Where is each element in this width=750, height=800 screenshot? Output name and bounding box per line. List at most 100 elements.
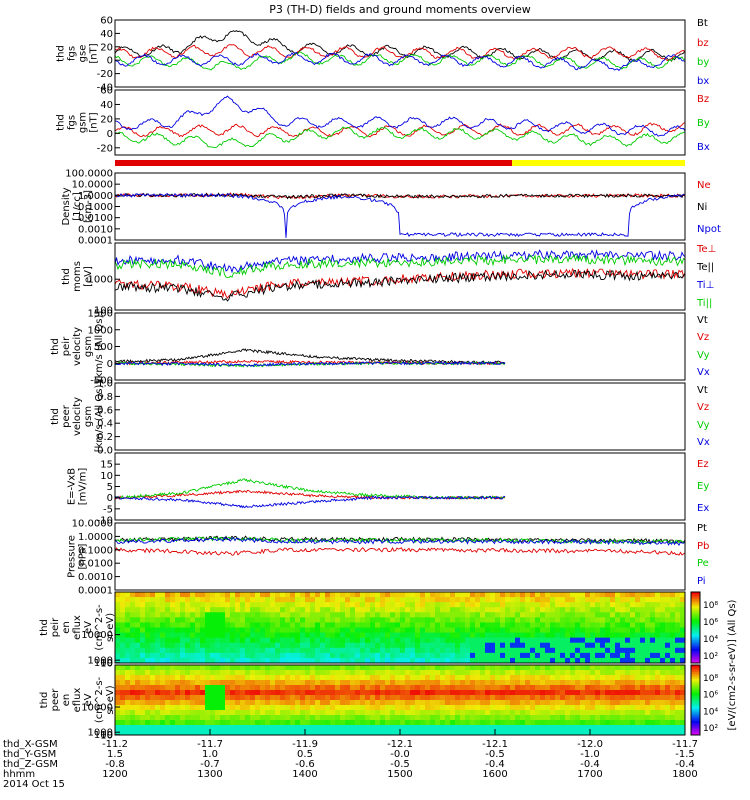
heatmap-cell [255,627,261,634]
heatmap-cell [275,652,281,659]
heatmap-cell [345,665,351,671]
heatmap-cell [660,670,666,676]
heatmap-cell [550,647,556,654]
heatmap-cell [440,592,446,598]
heatmap-cell [335,690,341,696]
y-tick-label: -20 [97,143,113,154]
heatmap-cell [255,670,261,676]
heatmap-cell [265,725,271,731]
heatmap-cell [460,670,466,676]
heatmap-cell [250,700,256,706]
heatmap-cell [575,680,581,686]
heatmap-cell [385,612,391,618]
heatmap-cell [360,675,366,681]
heatmap-cell [570,652,576,659]
heatmap-cell [315,730,321,736]
heatmap-cell [435,602,441,608]
heatmap-cell [285,597,291,603]
heatmap-cell [385,617,391,623]
heatmap-cell [635,685,641,691]
y-axis-label: en [61,694,72,707]
heatmap-cell [595,670,601,676]
heatmap-cell [120,597,126,603]
heatmap-cell [630,647,636,654]
heatmap-cell [490,725,496,731]
heatmap-cell [215,680,221,686]
heatmap-cell [140,685,146,691]
heatmap-cell [475,592,481,598]
heatmap-cell [335,607,341,613]
heatmap-cell [475,730,481,736]
heatmap-cell [680,617,686,623]
heatmap-cell [195,695,201,701]
heatmap-cell [180,652,186,659]
y-axis-label: moms [72,261,83,292]
heatmap-cell [620,597,626,603]
heatmap-cell [210,695,216,701]
series-line-Bz [114,122,686,138]
heatmap-cell [660,715,666,721]
heatmap-cell [380,652,386,659]
heatmap-cell [180,592,186,598]
heatmap-cell [470,670,476,676]
heatmap-cell [510,690,516,696]
heatmap-cell [610,612,616,618]
heatmap-cell [575,715,581,721]
legend-entry: Ez [697,459,709,470]
colorbar-cell [691,600,700,604]
legend-entry: bz [697,38,709,49]
colorbar-cell [691,693,700,696]
heatmap-cell [240,602,246,608]
heatmap-cell [180,642,186,649]
heatmap-cell [410,730,416,736]
heatmap-cell [270,715,276,721]
heatmap-cell [515,690,521,696]
colorbar-cell [691,623,700,627]
heatmap-cell [615,627,621,634]
heatmap-cell [180,700,186,706]
heatmap-cell [235,617,241,623]
colorbar-cell [691,703,700,706]
heatmap-cell [160,725,166,731]
heatmap-cell [360,617,366,623]
heatmap-cell [150,670,156,676]
heatmap-cell [575,690,581,696]
heatmap-cell [230,607,236,613]
heatmap-cell [615,695,621,701]
heatmap-cell [125,700,131,706]
heatmap-cell [525,597,531,603]
heatmap-cell [440,680,446,686]
heatmap-cell [605,705,611,711]
heatmap-cell [495,647,501,654]
colorbar-tick: 10² [703,652,718,662]
heatmap-cell [625,597,631,603]
y-axis-label: [cm-3] [83,190,94,223]
heatmap-cell [555,665,561,671]
heatmap-cell [410,680,416,686]
heatmap-cell [560,637,566,644]
colorbar-cell [691,657,700,660]
heatmap-cell [655,715,661,721]
heatmap-cell [545,700,551,706]
heatmap-cell [280,647,286,654]
heatmap-cell [425,680,431,686]
heatmap-cell [680,602,686,608]
heatmap-cell [605,685,611,691]
heatmap-cell [300,617,306,623]
heatmap-cell [610,710,616,716]
heatmap-cell [480,705,486,711]
heatmap-cell [540,612,546,618]
heatmap-cell [650,652,656,659]
heatmap-cell [315,700,321,706]
heatmap-cell [450,647,456,654]
heatmap-cell [115,725,121,731]
heatmap-cell [315,715,321,721]
heatmap-cell [145,665,151,671]
heatmap-cell [315,665,321,671]
heatmap-cell [630,730,636,736]
heatmap-cell [140,607,146,613]
heatmap-cell [145,597,151,603]
heatmap-cell [540,695,546,701]
heatmap-cell [585,730,591,736]
